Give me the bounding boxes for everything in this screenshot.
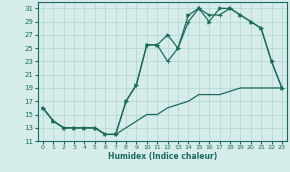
X-axis label: Humidex (Indice chaleur): Humidex (Indice chaleur): [108, 152, 217, 161]
